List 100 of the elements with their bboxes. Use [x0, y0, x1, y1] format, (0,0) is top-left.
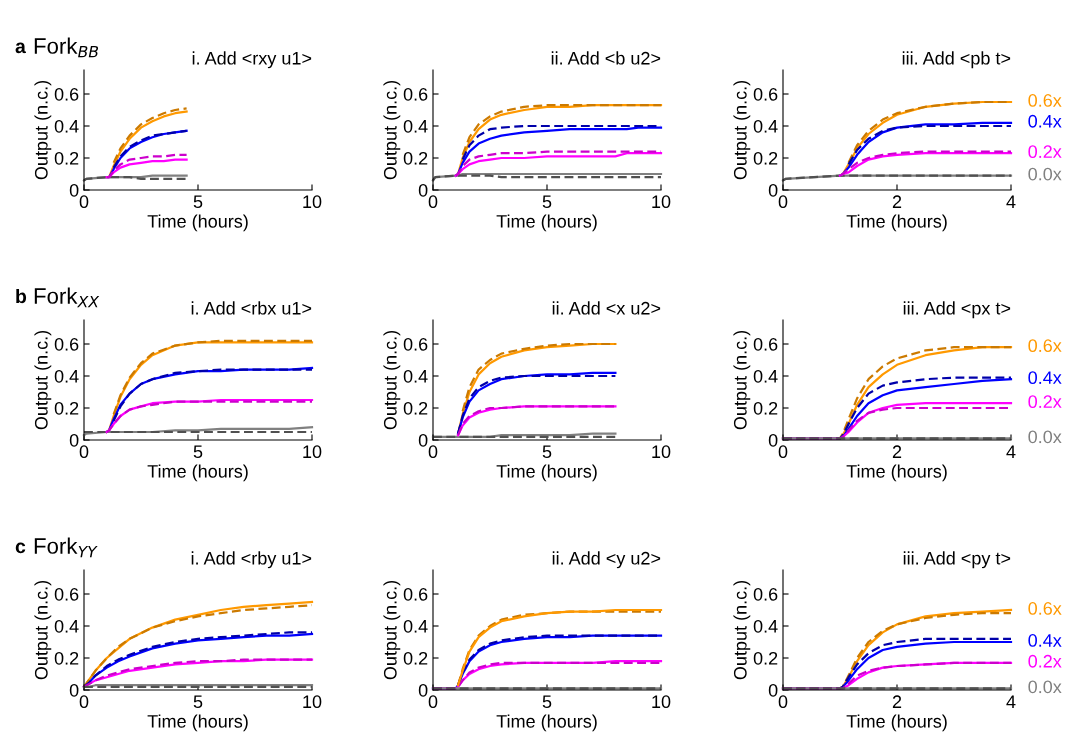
y-tick-label: 0.4: [54, 619, 79, 633]
x-tick-label: 4: [1006, 445, 1016, 458]
series-label: 0.0x: [1028, 680, 1062, 694]
line-series: [82, 426, 314, 437]
y-tick-label: 0: [418, 433, 428, 447]
text: Fork$_{XX}$: [34, 287, 100, 308]
x-tick-label: 0: [79, 195, 89, 209]
x-tick-label: 10: [303, 695, 322, 709]
y-axis-title: Output (n.c.): [733, 330, 751, 430]
y-tick-label: 0: [768, 183, 778, 197]
y-axis-title: Output (n.c.): [733, 80, 751, 180]
x-axis-title: Time (hours): [496, 214, 597, 232]
series-label: 0.0x: [1028, 167, 1062, 181]
y-tick-label: 0: [768, 683, 778, 697]
series-label: 0.4x: [1028, 114, 1062, 128]
x-tick-label: 10: [652, 195, 671, 209]
x-tick-label: 0: [79, 445, 89, 459]
y-tick-label: 0.4: [54, 119, 79, 133]
y-axis-title: Output (n.c.): [34, 80, 52, 180]
x-tick-label: 5: [542, 695, 552, 709]
y-tick-label: 0.2: [54, 151, 79, 165]
chart-title: iii. Add <px t>: [903, 301, 1011, 319]
series-label: 0.2x: [1028, 395, 1062, 409]
x-tick-label: 0: [428, 695, 438, 709]
x-tick-label: 5: [193, 445, 203, 459]
y-tick-label: 0.2: [54, 651, 79, 665]
line-series: [847, 124, 1013, 166]
chart-title: ii. Add <x u2>: [552, 301, 661, 315]
y-tick-label: 0.4: [403, 119, 428, 133]
y-tick-label: 0: [768, 433, 778, 447]
x-axis-title: Time (hours): [846, 714, 947, 732]
y-tick-label: 0: [418, 183, 428, 197]
y-tick-label: 0.6: [403, 87, 428, 101]
chart-title: iii. Add <pb t>: [902, 51, 1011, 69]
x-tick-label: 0: [778, 695, 788, 709]
y-axis-title: Output (n.c.): [383, 80, 401, 180]
y-tick-label: 0.2: [753, 151, 778, 165]
y-tick-label: 0: [418, 683, 428, 697]
chart-title: ii. Add <b u2>: [551, 51, 661, 65]
chart-title: ii. Add <y u2>: [552, 551, 661, 569]
line-series: [112, 339, 314, 416]
chart-title: i. Add <rxy u1>: [192, 51, 312, 69]
x-tick-label: 10: [303, 445, 322, 459]
x-axis-title: Time (hours): [147, 714, 248, 732]
x-tick-label: 5: [193, 695, 203, 709]
x-tick-label: 0: [79, 695, 89, 709]
x-tick-label: 10: [652, 695, 671, 709]
line-series: [112, 368, 314, 422]
y-tick-label: 0.2: [403, 151, 428, 165]
series-label: 0.0x: [1028, 430, 1062, 444]
y-tick-label: 0.2: [753, 401, 778, 415]
x-tick-label: 0: [778, 195, 788, 209]
text: Fork$_{YY}$: [34, 537, 98, 558]
y-tick-label: 0.4: [753, 619, 778, 633]
y-tick-label: 0: [69, 683, 79, 697]
series-label: 0.6x: [1028, 94, 1062, 107]
x-tick-label: 2: [892, 195, 902, 208]
x-tick-label: 0: [428, 445, 438, 459]
x-tick-label: 2: [892, 445, 902, 458]
line-series: [456, 608, 663, 687]
x-axis-title: Time (hours): [496, 464, 597, 482]
series-label: 0.6x: [1028, 602, 1062, 615]
text: Fork$_{BB}$: [34, 37, 99, 58]
y-tick-label: 0.4: [403, 619, 428, 633]
line-series: [112, 107, 188, 164]
y-axis-title: Output (n.c.): [733, 580, 751, 680]
x-tick-label: 5: [542, 445, 552, 459]
x-tick-label: 0: [428, 195, 438, 209]
x-axis-title: Time (hours): [147, 214, 248, 232]
y-tick-label: 0.6: [54, 87, 79, 101]
line-series: [456, 405, 617, 437]
chart-title: i. Add <rbx u1>: [191, 301, 312, 315]
y-tick-label: 0.2: [54, 401, 79, 415]
y-tick-label: 0.6: [753, 587, 778, 601]
x-tick-label: 4: [1006, 195, 1016, 208]
y-tick-label: 0.6: [54, 587, 79, 601]
series-label: 0.4x: [1028, 634, 1062, 647]
y-tick-label: 0.4: [753, 119, 778, 133]
y-tick-label: 0.2: [403, 401, 428, 415]
series-label: 0.6x: [1028, 339, 1062, 353]
x-tick-label: 5: [193, 195, 203, 209]
y-tick-label: 0.6: [403, 337, 428, 351]
x-tick-label: 2: [892, 695, 902, 708]
chart-title: iii. Add <py t>: [903, 551, 1011, 569]
y-tick-label: 0: [69, 183, 79, 197]
chart-title: i. Add <rby u1>: [191, 551, 312, 569]
series-label: 0.4x: [1028, 371, 1062, 385]
y-tick-label: 0.2: [403, 651, 428, 665]
line-series: [105, 153, 188, 179]
y-tick-label: 0.2: [753, 651, 778, 665]
x-tick-label: 5: [542, 195, 552, 209]
y-tick-label: 0: [69, 433, 79, 447]
x-tick-label: 10: [652, 445, 671, 459]
x-axis-title: Time (hours): [846, 214, 947, 232]
series-label: 0.2x: [1028, 145, 1062, 159]
x-tick-label: 0: [778, 445, 788, 459]
y-axis-title: Output (n.c.): [34, 580, 52, 680]
text: a: [15, 42, 26, 54]
x-tick-label: 10: [303, 195, 322, 209]
y-tick-label: 0.6: [753, 337, 778, 351]
